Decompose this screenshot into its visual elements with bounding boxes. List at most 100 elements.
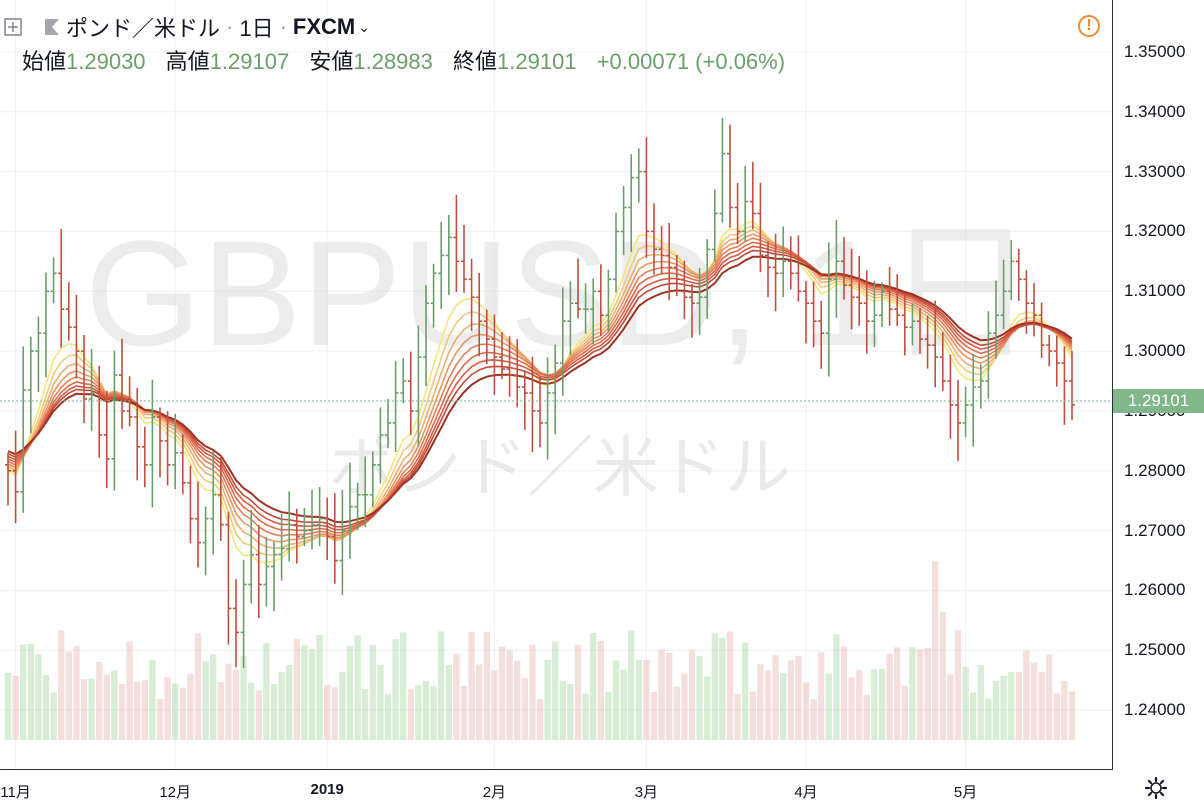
low-value: 1.28983 xyxy=(353,49,433,74)
volume-bar xyxy=(1038,671,1045,740)
ohlc-bar xyxy=(461,224,467,293)
volume-bar xyxy=(278,671,285,740)
exchange-label[interactable]: FXCM xyxy=(292,14,356,39)
ohlc-bar xyxy=(780,226,787,298)
ohlc-bar xyxy=(1008,239,1015,301)
volume-bar xyxy=(58,630,65,740)
price-tick-label: 1.27000 xyxy=(1124,520,1186,540)
volume-bar xyxy=(164,677,171,740)
ohlc-bar xyxy=(521,370,528,430)
volume-bar xyxy=(346,645,354,740)
ohlc-bar xyxy=(559,287,566,396)
price-tick-label: 1.33000 xyxy=(1124,161,1186,181)
volume-bar xyxy=(734,694,741,740)
volume-bar xyxy=(795,655,802,740)
ohlc-bar xyxy=(727,124,733,228)
ohlc-bar xyxy=(962,386,969,438)
ohlc-bar xyxy=(947,354,954,439)
ohlc-bar xyxy=(96,365,103,458)
plus-square-icon[interactable] xyxy=(4,18,22,36)
candles xyxy=(5,117,1075,669)
volume-bar xyxy=(970,692,977,740)
volume-bar xyxy=(886,653,893,740)
ohlc-bar xyxy=(1000,259,1007,330)
ohlc-bar xyxy=(894,274,901,327)
volume-bar xyxy=(301,645,308,740)
ohlc-bar xyxy=(347,462,353,559)
ohlc-bar xyxy=(316,487,323,547)
volume-bar xyxy=(590,633,597,740)
alert-icon[interactable]: ! xyxy=(1078,15,1100,37)
volume-bar xyxy=(438,631,445,740)
volume-bar xyxy=(118,683,126,740)
volume-bar xyxy=(787,660,794,740)
ma-ribbon xyxy=(7,220,1073,564)
ohlc-bar xyxy=(1061,346,1068,425)
volume-bar xyxy=(947,674,954,740)
high-value: 1.29107 xyxy=(209,49,290,74)
volume-bar xyxy=(574,644,582,740)
volume-bar xyxy=(491,670,498,740)
volume-bar xyxy=(1061,681,1068,740)
ohlc-bar xyxy=(339,489,346,595)
symbol-name[interactable]: ポンド／米ドル xyxy=(66,16,221,41)
ohlc-bar xyxy=(369,451,376,508)
ohlc-bar xyxy=(385,398,391,449)
flag-icon[interactable] xyxy=(44,18,60,36)
volume-bar xyxy=(1046,654,1053,740)
volume-bar xyxy=(681,673,688,740)
price-tick-label: 1.35000 xyxy=(1124,41,1186,61)
volume-bar xyxy=(514,661,521,740)
gear-icon[interactable] xyxy=(1144,776,1168,800)
ohlc-bar xyxy=(529,356,536,453)
ohlc-bar xyxy=(1031,283,1037,337)
volume-bar xyxy=(1030,662,1038,740)
ohlc-bar xyxy=(499,332,505,380)
volume-bar xyxy=(962,666,969,740)
volume-bar xyxy=(400,632,407,740)
ohlc-bar xyxy=(597,264,604,336)
volume-bar xyxy=(1015,672,1022,740)
ohlc-bar xyxy=(575,258,581,319)
price-tick-label: 1.24000 xyxy=(1124,700,1186,720)
volume-bar xyxy=(666,652,673,740)
volume-bar xyxy=(111,670,118,740)
volume-bar xyxy=(35,654,42,740)
ohlc-bar xyxy=(172,413,179,490)
chevron-down-icon[interactable]: ⌄ xyxy=(358,18,370,35)
price-tick-label: 1.34000 xyxy=(1124,101,1186,121)
volume-bar xyxy=(232,669,240,740)
volume-bar xyxy=(544,659,551,740)
price-axis-border xyxy=(1112,0,1113,770)
ohlc-legend: 始値1.29030 高値1.29107 安値1.28983 終値1.29101 … xyxy=(22,44,785,76)
volume-bar xyxy=(658,649,665,740)
volume-bar xyxy=(711,632,718,740)
symbol-header[interactable]: ポンド／米ドル · 1日 · FXCM ⌄ xyxy=(4,12,370,42)
ohlc-bar xyxy=(445,214,452,296)
ohlc-bar xyxy=(590,278,597,345)
ohlc-bar xyxy=(65,282,72,341)
volume-bar xyxy=(1008,671,1015,740)
volume-bar xyxy=(863,694,870,740)
volume-bar xyxy=(483,631,490,740)
time-tick-label: 5月 xyxy=(953,784,978,801)
interval-label[interactable]: 1日 xyxy=(239,16,274,41)
ohlc-bar xyxy=(157,407,163,478)
separator-dot: · xyxy=(226,14,234,39)
ohlc-bar xyxy=(43,272,49,378)
volume-bar xyxy=(453,654,460,740)
price-tick-label: 1.31000 xyxy=(1124,281,1186,301)
ohlc-bar xyxy=(149,379,156,508)
ohlc-bar xyxy=(537,375,543,448)
ohlc-bar xyxy=(58,229,65,348)
ohlc-bar xyxy=(331,493,338,584)
volume-bar xyxy=(248,682,255,740)
volume-bar xyxy=(369,645,376,740)
ohlc-bar xyxy=(293,508,300,564)
volume-bar xyxy=(909,647,916,740)
ohlc-bar xyxy=(924,315,931,369)
open-label: 始値 xyxy=(22,49,67,74)
ohlc-bar xyxy=(1038,302,1045,358)
ohlc-bar xyxy=(240,559,247,669)
